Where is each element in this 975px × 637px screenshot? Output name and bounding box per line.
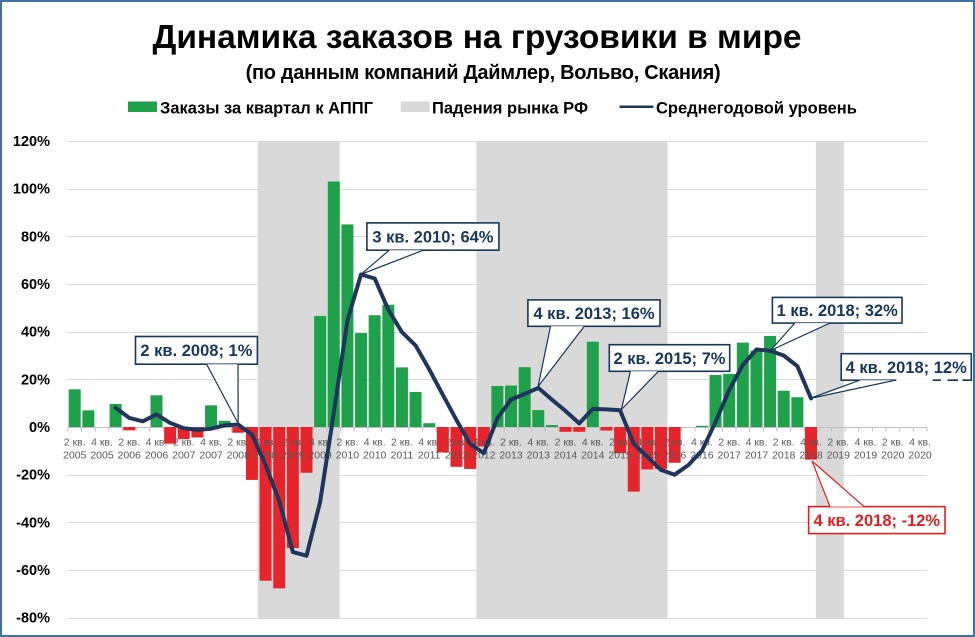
svg-text:2 кв.: 2 кв. [882, 437, 904, 449]
svg-text:4 кв.: 4 кв. [527, 437, 549, 449]
svg-text:2019: 2019 [827, 450, 851, 462]
svg-text:2010: 2010 [336, 450, 360, 462]
svg-text:1 кв. 2018; 32%: 1 кв. 2018; 32% [777, 302, 898, 320]
svg-text:0%: 0% [29, 420, 50, 436]
svg-text:2 кв.: 2 кв. [173, 437, 195, 449]
svg-text:2005: 2005 [90, 450, 114, 462]
svg-text:2 кв.: 2 кв. [282, 437, 304, 449]
svg-text:Среднегодовой уровень: Среднегодовой уровень [656, 100, 857, 118]
svg-text:(по данным компаний Даймлер, В: (по данным компаний Даймлер, Вольво, Ска… [246, 62, 721, 84]
svg-text:4 кв.: 4 кв. [200, 437, 222, 449]
svg-text:2020: 2020 [881, 450, 905, 462]
svg-text:2006: 2006 [118, 450, 142, 462]
svg-text:2 кв. 2008; 1%: 2 кв. 2008; 1% [140, 342, 252, 360]
svg-text:20%: 20% [21, 372, 50, 388]
svg-text:2012: 2012 [472, 450, 496, 462]
svg-text:100%: 100% [13, 182, 50, 198]
svg-text:2006: 2006 [145, 450, 169, 462]
svg-text:2007: 2007 [199, 450, 223, 462]
svg-text:2 кв.: 2 кв. [609, 437, 631, 449]
svg-text:2009: 2009 [281, 450, 305, 462]
svg-text:2018: 2018 [799, 450, 823, 462]
svg-text:2020: 2020 [908, 450, 932, 462]
svg-text:2 кв.: 2 кв. [773, 437, 795, 449]
svg-text:2 кв.: 2 кв. [827, 437, 849, 449]
svg-text:2013: 2013 [499, 450, 523, 462]
svg-text:2018: 2018 [772, 450, 796, 462]
svg-text:2008: 2008 [227, 450, 251, 462]
svg-text:4 кв.: 4 кв. [364, 437, 386, 449]
svg-text:2010: 2010 [363, 450, 387, 462]
svg-text:4 кв.: 4 кв. [582, 437, 604, 449]
svg-text:2019: 2019 [854, 450, 878, 462]
svg-text:4 кв.: 4 кв. [855, 437, 877, 449]
svg-text:2 кв.: 2 кв. [336, 437, 358, 449]
svg-text:2 кв.: 2 кв. [718, 437, 740, 449]
svg-text:-60%: -60% [16, 563, 50, 579]
svg-text:4 кв.: 4 кв. [418, 437, 440, 449]
svg-text:2016: 2016 [663, 450, 687, 462]
svg-text:60%: 60% [21, 277, 50, 293]
svg-text:2011: 2011 [418, 450, 441, 462]
svg-text:2015: 2015 [608, 450, 632, 462]
svg-text:2014: 2014 [554, 450, 578, 462]
svg-text:2 кв. 2015; 7%: 2 кв. 2015; 7% [614, 350, 726, 368]
svg-text:4 кв.: 4 кв. [909, 437, 931, 449]
svg-text:4 кв.: 4 кв. [746, 437, 768, 449]
svg-text:2 кв.: 2 кв. [118, 437, 140, 449]
svg-text:2014: 2014 [581, 450, 605, 462]
svg-text:2007: 2007 [172, 450, 196, 462]
svg-text:Динамика заказов на грузовики: Динамика заказов на грузовики в мире [152, 19, 801, 56]
svg-text:4 кв. 2018; 12%: 4 кв. 2018; 12% [846, 359, 967, 377]
svg-text:4 кв.: 4 кв. [255, 437, 277, 449]
svg-text:4 кв.: 4 кв. [309, 437, 331, 449]
svg-text:Падения рынка РФ: Падения рынка РФ [432, 100, 588, 118]
svg-text:4 кв.: 4 кв. [146, 437, 168, 449]
svg-text:2 кв.: 2 кв. [64, 437, 86, 449]
svg-text:80%: 80% [21, 229, 50, 245]
svg-text:2011: 2011 [391, 450, 414, 462]
svg-text:4 кв.: 4 кв. [91, 437, 113, 449]
svg-text:Заказы за квартал к АППГ: Заказы за квартал к АППГ [160, 100, 374, 118]
svg-text:-80%: -80% [16, 611, 50, 627]
svg-text:2005: 2005 [63, 450, 87, 462]
svg-text:2017: 2017 [718, 450, 742, 462]
svg-text:4 кв.: 4 кв. [800, 437, 822, 449]
svg-text:2 кв.: 2 кв. [227, 437, 249, 449]
svg-text:2 кв.: 2 кв. [500, 437, 522, 449]
svg-text:4 кв. 2013; 16%: 4 кв. 2013; 16% [533, 305, 654, 323]
svg-text:2 кв.: 2 кв. [664, 437, 686, 449]
svg-text:4 кв.: 4 кв. [636, 437, 658, 449]
svg-text:2012: 2012 [445, 450, 469, 462]
svg-text:2 кв.: 2 кв. [391, 437, 413, 449]
svg-text:40%: 40% [21, 325, 50, 341]
svg-text:2 кв.: 2 кв. [446, 437, 468, 449]
svg-text:2013: 2013 [527, 450, 551, 462]
svg-text:4 кв. 2018; -12%: 4 кв. 2018; -12% [813, 512, 940, 530]
svg-text:3 кв. 2010; 64%: 3 кв. 2010; 64% [372, 228, 493, 246]
svg-text:120%: 120% [13, 134, 50, 150]
svg-text:2 кв.: 2 кв. [555, 437, 577, 449]
svg-text:-40%: -40% [16, 515, 50, 531]
svg-text:-20%: -20% [16, 468, 50, 484]
svg-text:2017: 2017 [745, 450, 769, 462]
